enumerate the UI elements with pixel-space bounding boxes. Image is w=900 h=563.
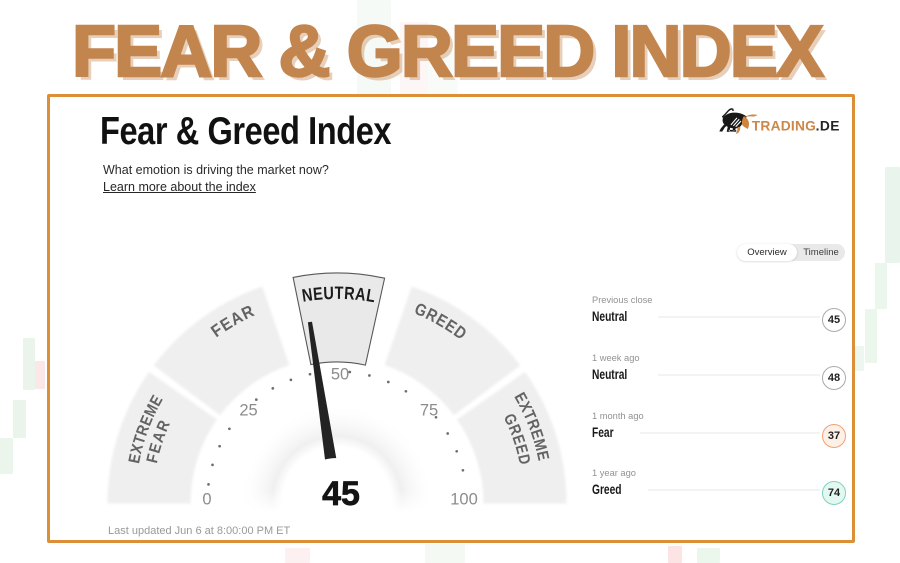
svg-text:TRADING: TRADING [752, 118, 816, 133]
svg-text:25: 25 [239, 402, 257, 420]
svg-text:50: 50 [331, 366, 349, 384]
svg-text:45: 45 [322, 475, 360, 513]
svg-text:0: 0 [202, 491, 211, 509]
svg-text:75: 75 [420, 402, 438, 420]
svg-text:100: 100 [450, 491, 478, 509]
svg-text:.DE: .DE [816, 118, 840, 133]
svg-text:NEUTRAL: NEUTRAL [301, 283, 378, 306]
